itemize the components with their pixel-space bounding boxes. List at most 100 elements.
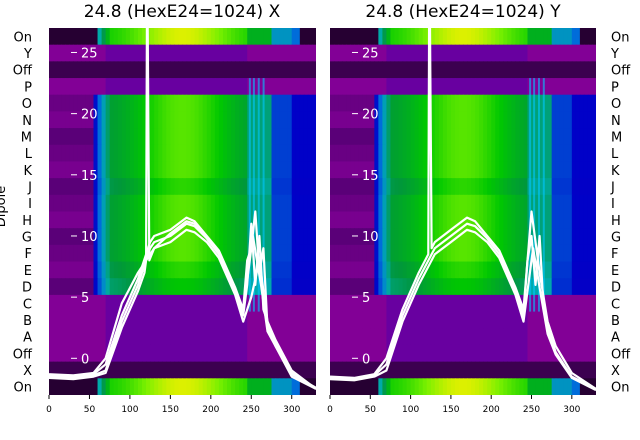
heatmap-cell <box>142 361 147 379</box>
heatmap-cell <box>166 144 171 163</box>
heatmap-cell <box>170 194 176 213</box>
heatmap-cell <box>295 294 301 313</box>
heatmap-cell <box>202 94 208 113</box>
heatmap-cell <box>69 294 74 313</box>
heatmap-cell <box>499 61 504 79</box>
heatmap-cell <box>109 178 115 196</box>
heatmap-cell <box>503 211 508 229</box>
heatmap-cell <box>198 161 204 179</box>
heatmap-cell <box>543 178 549 196</box>
heatmap-cell <box>231 211 236 229</box>
heatmap-cell <box>555 44 561 62</box>
heatmap-cell <box>362 78 367 96</box>
heatmap-cell <box>467 344 472 363</box>
heatmap-cell <box>422 78 428 96</box>
heatmap-cell <box>366 328 371 346</box>
heatmap-cell <box>394 161 400 179</box>
heatmap-cell <box>519 228 525 246</box>
heatmap-cell <box>418 328 424 346</box>
heatmap-cell <box>406 61 412 79</box>
heatmap-cell <box>539 344 545 363</box>
heatmap-cell <box>142 278 147 296</box>
heatmap-cell <box>587 294 593 313</box>
heatmap-cell <box>162 194 167 213</box>
heatmap-cell <box>378 294 383 313</box>
heatmap-cell <box>547 228 553 246</box>
heatmap-cell <box>105 328 111 346</box>
heatmap-cell <box>109 261 115 279</box>
heatmap-cell <box>275 144 281 163</box>
heatmap-cell <box>239 111 244 129</box>
row-label: C <box>611 297 620 312</box>
heatmap-cell <box>190 44 196 62</box>
heatmap-cell <box>374 328 379 346</box>
heatmap-cell <box>378 111 383 129</box>
heatmap-cell <box>390 178 396 196</box>
heatmap-cell <box>65 194 70 213</box>
heatmap-cell <box>291 244 297 263</box>
heatmap-cell <box>77 294 82 313</box>
heatmap-cell <box>354 61 359 79</box>
heatmap-cell <box>418 211 424 229</box>
heatmap-cell <box>338 61 343 79</box>
heatmap-cell <box>479 61 484 79</box>
heatmap-cell <box>210 128 216 146</box>
heatmap-cell <box>158 128 163 146</box>
heatmap-cell <box>85 28 91 46</box>
heatmap-cell <box>198 278 204 296</box>
heatmap-cell <box>190 61 196 79</box>
heatmap-cell <box>430 44 436 62</box>
heatmap-cell <box>150 361 155 379</box>
heatmap-cell <box>442 211 448 229</box>
heatmap-cell <box>414 78 420 96</box>
heatmap-cell <box>154 344 159 363</box>
heatmap-cell <box>535 378 541 395</box>
heatmap-cell <box>117 228 123 246</box>
heatmap-cell <box>174 378 180 395</box>
heatmap-cell <box>210 361 216 379</box>
heatmap-cell <box>295 278 301 296</box>
heatmap-cell <box>434 128 440 146</box>
heatmap-cell <box>475 94 480 113</box>
heatmap-cell <box>394 44 400 62</box>
heatmap-cell <box>346 244 351 263</box>
heatmap-cell <box>89 378 95 395</box>
heatmap-cell <box>398 344 404 363</box>
overlay-ytick-label: 20 <box>81 108 98 123</box>
heatmap-cell <box>53 144 58 163</box>
heatmap-cell <box>150 311 155 329</box>
heatmap-cell <box>210 28 216 46</box>
heatmap-cell <box>450 344 456 363</box>
heatmap-cell <box>121 78 127 96</box>
heatmap-cell <box>414 161 420 179</box>
heatmap-cell <box>85 128 91 146</box>
heatmap-cell <box>555 144 561 163</box>
heatmap-cell <box>410 144 416 163</box>
heatmap-cell <box>299 378 305 395</box>
heatmap-cell <box>330 194 335 213</box>
heatmap-cell <box>259 94 265 113</box>
heatmap-cell <box>430 361 436 379</box>
heatmap-cell <box>295 128 301 146</box>
heatmap-cell <box>366 128 371 146</box>
heatmap-cell <box>446 78 452 96</box>
heatmap-cell <box>366 161 371 179</box>
heatmap-cell <box>579 378 585 395</box>
heatmap-cell <box>214 344 220 363</box>
heatmap-cell <box>49 228 54 246</box>
heatmap-cell <box>109 228 115 246</box>
heatmap-cell <box>499 278 504 296</box>
heatmap-cell <box>338 44 343 62</box>
heatmap-cell <box>555 28 561 46</box>
heatmap-cell <box>503 194 508 213</box>
heatmap-cell <box>362 244 367 263</box>
heatmap-cell <box>154 261 159 279</box>
heatmap-cell <box>222 344 228 363</box>
heatmap-cell <box>471 178 476 196</box>
heatmap-cell <box>515 28 521 46</box>
heatmap-cell <box>334 94 339 113</box>
heatmap-cell <box>382 378 388 395</box>
heatmap-cell <box>186 328 192 346</box>
heatmap-cell <box>571 161 577 179</box>
heatmap-cell <box>214 311 220 329</box>
